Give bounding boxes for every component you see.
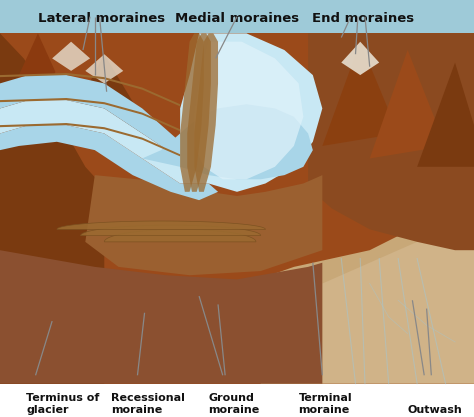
Polygon shape — [0, 123, 180, 156]
Polygon shape — [85, 54, 123, 83]
Polygon shape — [370, 50, 446, 158]
Polygon shape — [180, 33, 204, 192]
Polygon shape — [57, 54, 152, 146]
Text: Recessional
moraine: Recessional moraine — [111, 393, 185, 415]
Text: Outwash: Outwash — [408, 405, 463, 415]
Text: Lateral moraines: Lateral moraines — [38, 12, 165, 25]
Polygon shape — [52, 42, 90, 71]
Polygon shape — [322, 42, 398, 146]
Text: Ground
moraine: Ground moraine — [209, 393, 260, 415]
Polygon shape — [0, 100, 209, 183]
Polygon shape — [81, 225, 261, 236]
Polygon shape — [187, 33, 211, 192]
Polygon shape — [85, 175, 322, 275]
Polygon shape — [0, 125, 218, 200]
Polygon shape — [24, 42, 119, 133]
Polygon shape — [0, 73, 180, 106]
Polygon shape — [417, 63, 474, 167]
Polygon shape — [251, 188, 474, 384]
Polygon shape — [0, 0, 474, 50]
Polygon shape — [341, 42, 379, 75]
Polygon shape — [0, 33, 474, 384]
Text: Terminus of
glacier: Terminus of glacier — [26, 393, 100, 415]
Polygon shape — [0, 33, 104, 384]
Polygon shape — [142, 104, 313, 179]
Text: Terminal
moraine: Terminal moraine — [299, 393, 352, 415]
Polygon shape — [0, 33, 76, 117]
Polygon shape — [57, 221, 265, 229]
Polygon shape — [180, 33, 322, 192]
Polygon shape — [194, 33, 218, 192]
Text: End moraines: End moraines — [311, 12, 414, 25]
Polygon shape — [0, 250, 322, 384]
Polygon shape — [322, 208, 474, 384]
Polygon shape — [194, 42, 303, 179]
Text: Medial moraines: Medial moraines — [175, 12, 299, 25]
Polygon shape — [0, 75, 199, 167]
Polygon shape — [104, 229, 256, 242]
Polygon shape — [0, 98, 180, 131]
Polygon shape — [308, 33, 474, 250]
